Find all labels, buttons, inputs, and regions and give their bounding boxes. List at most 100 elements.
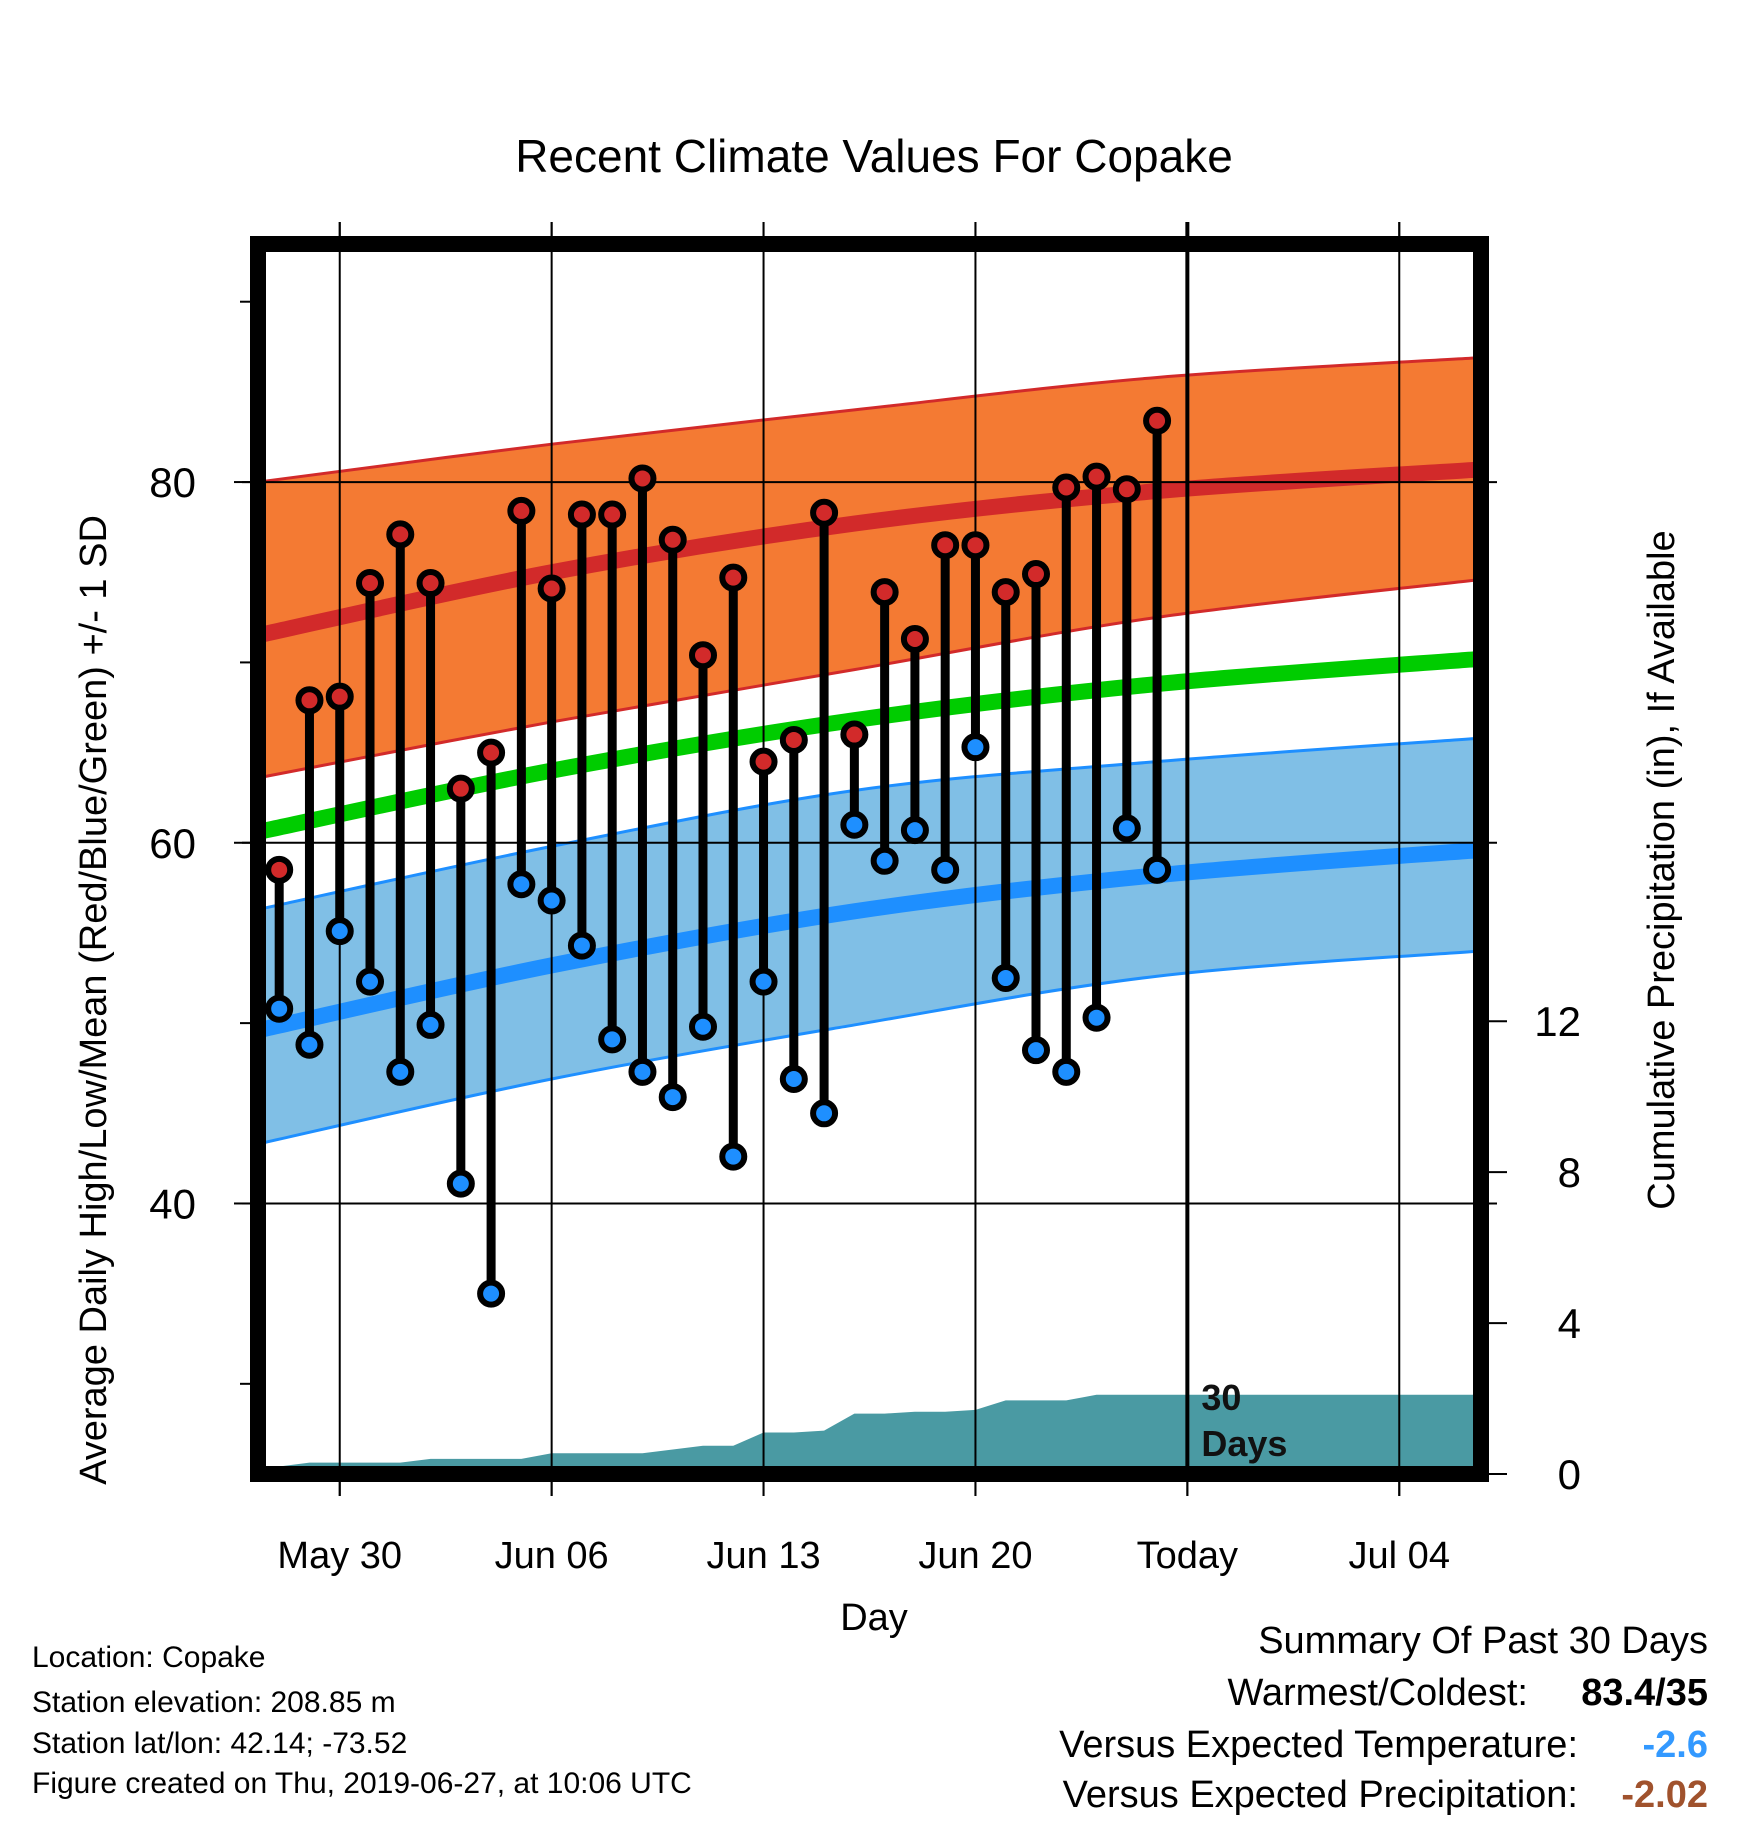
low-point: [689, 1012, 718, 1041]
high-point: [386, 520, 415, 549]
high-point: [1143, 406, 1172, 435]
y-tick-label: 60: [149, 820, 196, 867]
high-point: [961, 531, 990, 560]
high-point: [265, 855, 294, 884]
high-point: [537, 574, 566, 603]
high-point: [900, 624, 929, 653]
high-lower-edge: [257, 577, 1482, 780]
x-axis-label: Day: [840, 1597, 908, 1639]
high-point: [719, 563, 748, 592]
x-tick-label: Jul 04: [1349, 1535, 1450, 1577]
high-point: [416, 569, 445, 598]
low-point: [265, 994, 294, 1023]
high-sd-band: [258, 357, 1481, 778]
low-point: [325, 917, 354, 946]
low-point: [477, 1279, 506, 1308]
low-point: [870, 846, 899, 875]
high-point: [1021, 560, 1050, 589]
high-point: [628, 464, 657, 493]
high-point: [1052, 473, 1081, 502]
summary-warm-cold: Warmest/Coldest: 83.4/35: [1227, 1672, 1708, 1715]
y2-tick-label: 4: [1558, 1300, 1581, 1347]
precip-label: Versus Expected Precipitation:: [1062, 1774, 1578, 1816]
high-point: [810, 498, 839, 527]
temp-label: Versus Expected Temperature:: [1059, 1724, 1578, 1766]
y2-axis-label: Cumulative Precipitation (in), If Availa…: [1641, 530, 1683, 1209]
summary-title: Summary Of Past 30 Days: [1258, 1620, 1708, 1662]
low-point: [1112, 814, 1141, 843]
low-point: [779, 1065, 808, 1094]
latlon-text: Station lat/lon: 42.14; -73.52: [32, 1727, 408, 1760]
high-point: [991, 578, 1020, 607]
high-point: [931, 531, 960, 560]
x-tick-label: Jun 13: [707, 1535, 821, 1577]
low-point: [658, 1083, 687, 1112]
x-tick-label: Today: [1137, 1535, 1238, 1577]
elevation-text: Station elevation: 208.85 m: [32, 1686, 396, 1719]
summary-precip: Versus Expected Precipitation: -2.02: [1063, 1774, 1708, 1817]
x-tick-label: May 30: [277, 1535, 402, 1577]
high-point: [446, 774, 475, 803]
high-point: [658, 525, 687, 554]
low-point: [628, 1057, 657, 1086]
y2-tick-label: 0: [1558, 1451, 1581, 1498]
temp-value: -2.6: [1642, 1724, 1708, 1766]
low-point: [446, 1169, 475, 1198]
low-point: [567, 931, 596, 960]
low-point: [295, 1030, 324, 1059]
location-text: Location: Copake: [32, 1641, 266, 1674]
low-point: [1143, 855, 1172, 884]
low-point: [598, 1025, 627, 1054]
high-point: [567, 500, 596, 529]
high-point: [325, 682, 354, 711]
today-note-0: 30: [1201, 1377, 1241, 1418]
low-sd-band: [258, 738, 1481, 1144]
chart-title: Recent Climate Values For Copake: [515, 130, 1233, 182]
low-point: [810, 1099, 839, 1128]
low-point: [416, 1010, 445, 1039]
summary-temp: Versus Expected Temperature: -2.6: [1059, 1724, 1708, 1767]
low-point: [961, 733, 990, 762]
high-point: [779, 725, 808, 754]
precip-area: [258, 1394, 1481, 1474]
low-point: [900, 816, 929, 845]
low-point: [386, 1057, 415, 1086]
today-note-1: Days: [1201, 1423, 1287, 1464]
low-point: [931, 855, 960, 884]
x-tick-label: Jun 06: [495, 1535, 609, 1577]
y-axis-label: Average Daily High/Low/Mean (Red/Blue/Gr…: [73, 515, 115, 1485]
low-point: [719, 1142, 748, 1171]
high-point: [1112, 475, 1141, 504]
x-tick-label: Jun 20: [918, 1535, 1032, 1577]
y-tick-label: 40: [149, 1180, 196, 1227]
high-upper-edge: [257, 356, 1482, 484]
high-point: [840, 720, 869, 749]
high-point: [598, 500, 627, 529]
low-point: [507, 870, 536, 899]
low-point: [356, 967, 385, 996]
low-lower-edge: [257, 949, 1482, 1146]
y-tick-label: 80: [149, 459, 196, 506]
high-point: [507, 496, 536, 525]
low-point: [1082, 1003, 1111, 1032]
warm-cold-value: 83.4/35: [1581, 1672, 1708, 1714]
low-point: [991, 964, 1020, 993]
high-point: [1082, 462, 1111, 491]
low-point: [1021, 1036, 1050, 1065]
y2-tick-label: 8: [1558, 1149, 1581, 1196]
low-point: [537, 886, 566, 915]
y2-tick-label: 12: [1534, 998, 1581, 1045]
low-point: [840, 810, 869, 839]
high-point: [356, 569, 385, 598]
low-point: [1052, 1057, 1081, 1086]
plot-area: 30 Days May 30 Jun 06 Jun 13 Jun 20 Today Jul 0…: [149, 222, 1581, 1577]
low-point: [749, 967, 778, 996]
high-point: [870, 578, 899, 607]
high-point: [749, 747, 778, 776]
plot-frame: [250, 236, 1489, 1482]
precip-value: -2.02: [1621, 1774, 1708, 1816]
normal-low-line: [256, 842, 1482, 1039]
warm-cold-label: Warmest/Coldest:: [1227, 1672, 1528, 1714]
high-point: [295, 686, 324, 715]
